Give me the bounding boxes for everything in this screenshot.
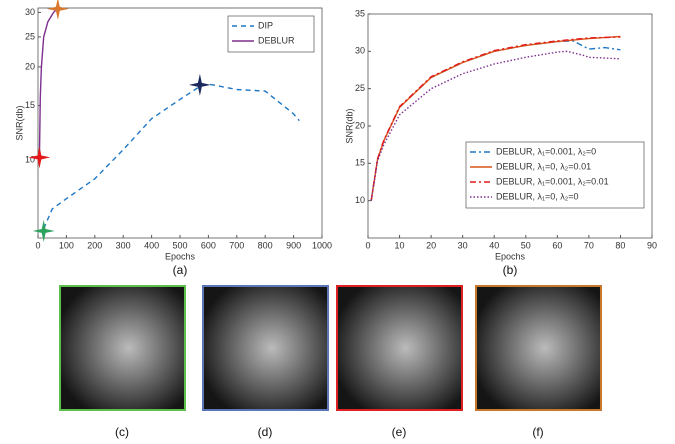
panel-caption: (c) xyxy=(115,425,129,439)
panel-caption: (f) xyxy=(532,425,543,439)
x-tick-label: 500 xyxy=(172,240,187,250)
y-tick-label: 25 xyxy=(355,83,365,93)
legend-box xyxy=(227,15,315,53)
x-tick-label: 0 xyxy=(365,240,370,250)
x-tick-label: 100 xyxy=(59,240,74,250)
legend-label: DEBLUR xyxy=(258,35,295,45)
x-tick-label: 30 xyxy=(458,240,468,250)
x-tick-label: 20 xyxy=(426,240,436,250)
image-panel xyxy=(202,285,329,411)
image-placeholder xyxy=(202,285,329,411)
x-tick-label: 700 xyxy=(229,240,244,250)
caption: (b) xyxy=(503,263,518,277)
x-tick-label: 900 xyxy=(286,240,301,250)
caption: (a) xyxy=(173,263,188,277)
x-tick-label: 90 xyxy=(647,240,657,250)
y-tick-label: 25 xyxy=(25,31,35,41)
y-tick-label: 15 xyxy=(25,100,35,110)
x-axis-label: Epochs xyxy=(495,251,526,261)
x-tick-label: 300 xyxy=(116,240,131,250)
legend-label: DEBLUR, λ₁=0.001, λ₂=0.01 xyxy=(496,176,609,186)
x-tick-label: 40 xyxy=(489,240,499,250)
star-marker xyxy=(188,73,211,96)
y-tick-label: 10 xyxy=(25,154,35,164)
y-tick-label: 35 xyxy=(355,8,365,18)
x-tick-label: 60 xyxy=(552,240,562,250)
series-line xyxy=(370,50,621,201)
panel-caption: (e) xyxy=(392,425,407,439)
image-panel xyxy=(475,285,602,411)
legend-box xyxy=(465,141,645,209)
x-tick-label: 400 xyxy=(144,240,159,250)
series-line xyxy=(38,7,59,161)
y-tick-label: 30 xyxy=(25,7,35,17)
image-placeholder xyxy=(336,285,463,411)
x-tick-label: 0 xyxy=(35,240,40,250)
x-tick-label: 10 xyxy=(395,240,405,250)
legend-label: DEBLUR, λ₁=0, λ₂=0.01 xyxy=(496,161,591,171)
x-tick-label: 1000 xyxy=(312,240,332,250)
panel-caption: (d) xyxy=(258,425,273,439)
series-line xyxy=(43,83,300,229)
y-tick-label: 15 xyxy=(355,158,365,168)
x-tick-label: 800 xyxy=(258,240,273,250)
x-tick-label: 70 xyxy=(584,240,594,250)
y-axis-label: SNR(db) xyxy=(344,108,354,143)
legend-label: DEBLUR, λ₁=0.001, λ₂=0 xyxy=(496,146,596,156)
x-tick-label: 200 xyxy=(87,240,102,250)
y-tick-label: 30 xyxy=(355,46,365,56)
x-tick-label: 50 xyxy=(521,240,531,250)
legend-label: DEBLUR, λ₁=0, λ₂=0 xyxy=(496,191,579,201)
star-marker xyxy=(32,220,55,242)
image-placeholder xyxy=(59,285,186,411)
star-marker xyxy=(46,0,69,20)
x-axis-label: Epochs xyxy=(165,251,196,261)
series-line xyxy=(370,36,621,201)
star-marker xyxy=(28,146,51,169)
legend-label: DIP xyxy=(258,20,273,30)
y-tick-label: 20 xyxy=(25,61,35,71)
image-panel xyxy=(336,285,463,411)
y-axis-label: SNR(db) xyxy=(14,105,24,140)
x-tick-label: 80 xyxy=(615,240,625,250)
image-panel xyxy=(59,285,186,411)
y-tick-label: 20 xyxy=(355,120,365,130)
image-placeholder xyxy=(475,285,602,411)
x-tick-label: 600 xyxy=(201,240,216,250)
y-tick-label: 10 xyxy=(355,195,365,205)
